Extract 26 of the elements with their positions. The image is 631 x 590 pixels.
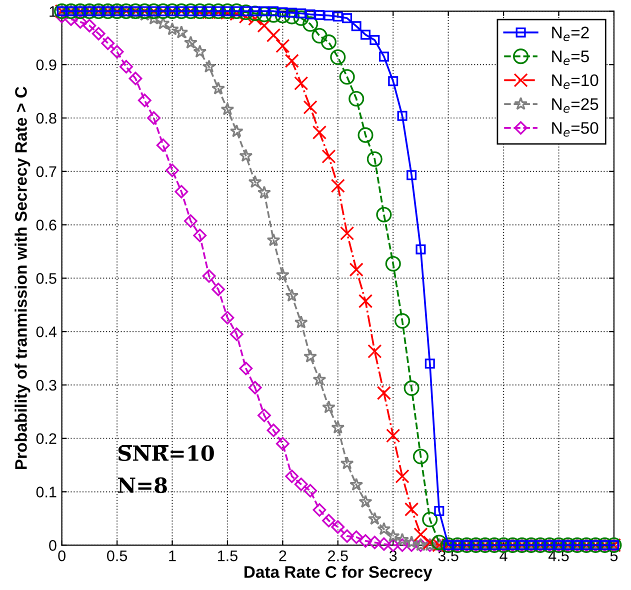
y-tick-label: 0.4 [36, 326, 57, 338]
x-tick-label: 3 [389, 550, 397, 562]
x-axis-title: Data Rate C for Secrecy [244, 566, 432, 582]
legend-label: N$_{e}$=10 [552, 74, 598, 89]
y-tick-label: 0.9 [36, 59, 56, 70]
y-tick-label: 0.7 [36, 166, 56, 178]
legend-label: N$_{e}$=25 [552, 98, 598, 113]
x-tick-label: 2 [279, 550, 286, 562]
legend-label: N$_{e}$=2 [552, 26, 589, 42]
x-tick-label: 1 [169, 550, 176, 562]
x-tick-label: 0.5 [107, 550, 128, 562]
x-tick-label: 2.5 [328, 550, 348, 562]
y-tick-label: 0.8 [36, 112, 56, 124]
y-tick-label: 0.3 [36, 380, 56, 391]
y-tick-label: 0.6 [36, 220, 56, 230]
annotation: N=8 [118, 477, 167, 494]
legend-label: N$_{e}$=50 [552, 122, 598, 137]
y-axis-title: Probability of tranmission with Secrecy Rate > C [14, 86, 30, 470]
y-tick-label: 0 [49, 540, 56, 551]
x-tick-label: 0 [58, 550, 66, 562]
x-tick-label: 1.5 [218, 550, 238, 562]
annotation: S̅N̅R̅=10 [118, 444, 214, 462]
legend-label: N$_{e}$=5 [552, 50, 589, 66]
y-tick-label: 0.1 [36, 486, 56, 498]
y-tick-label: 0.2 [36, 433, 56, 444]
y-tick-label: 0.5 [36, 273, 56, 284]
